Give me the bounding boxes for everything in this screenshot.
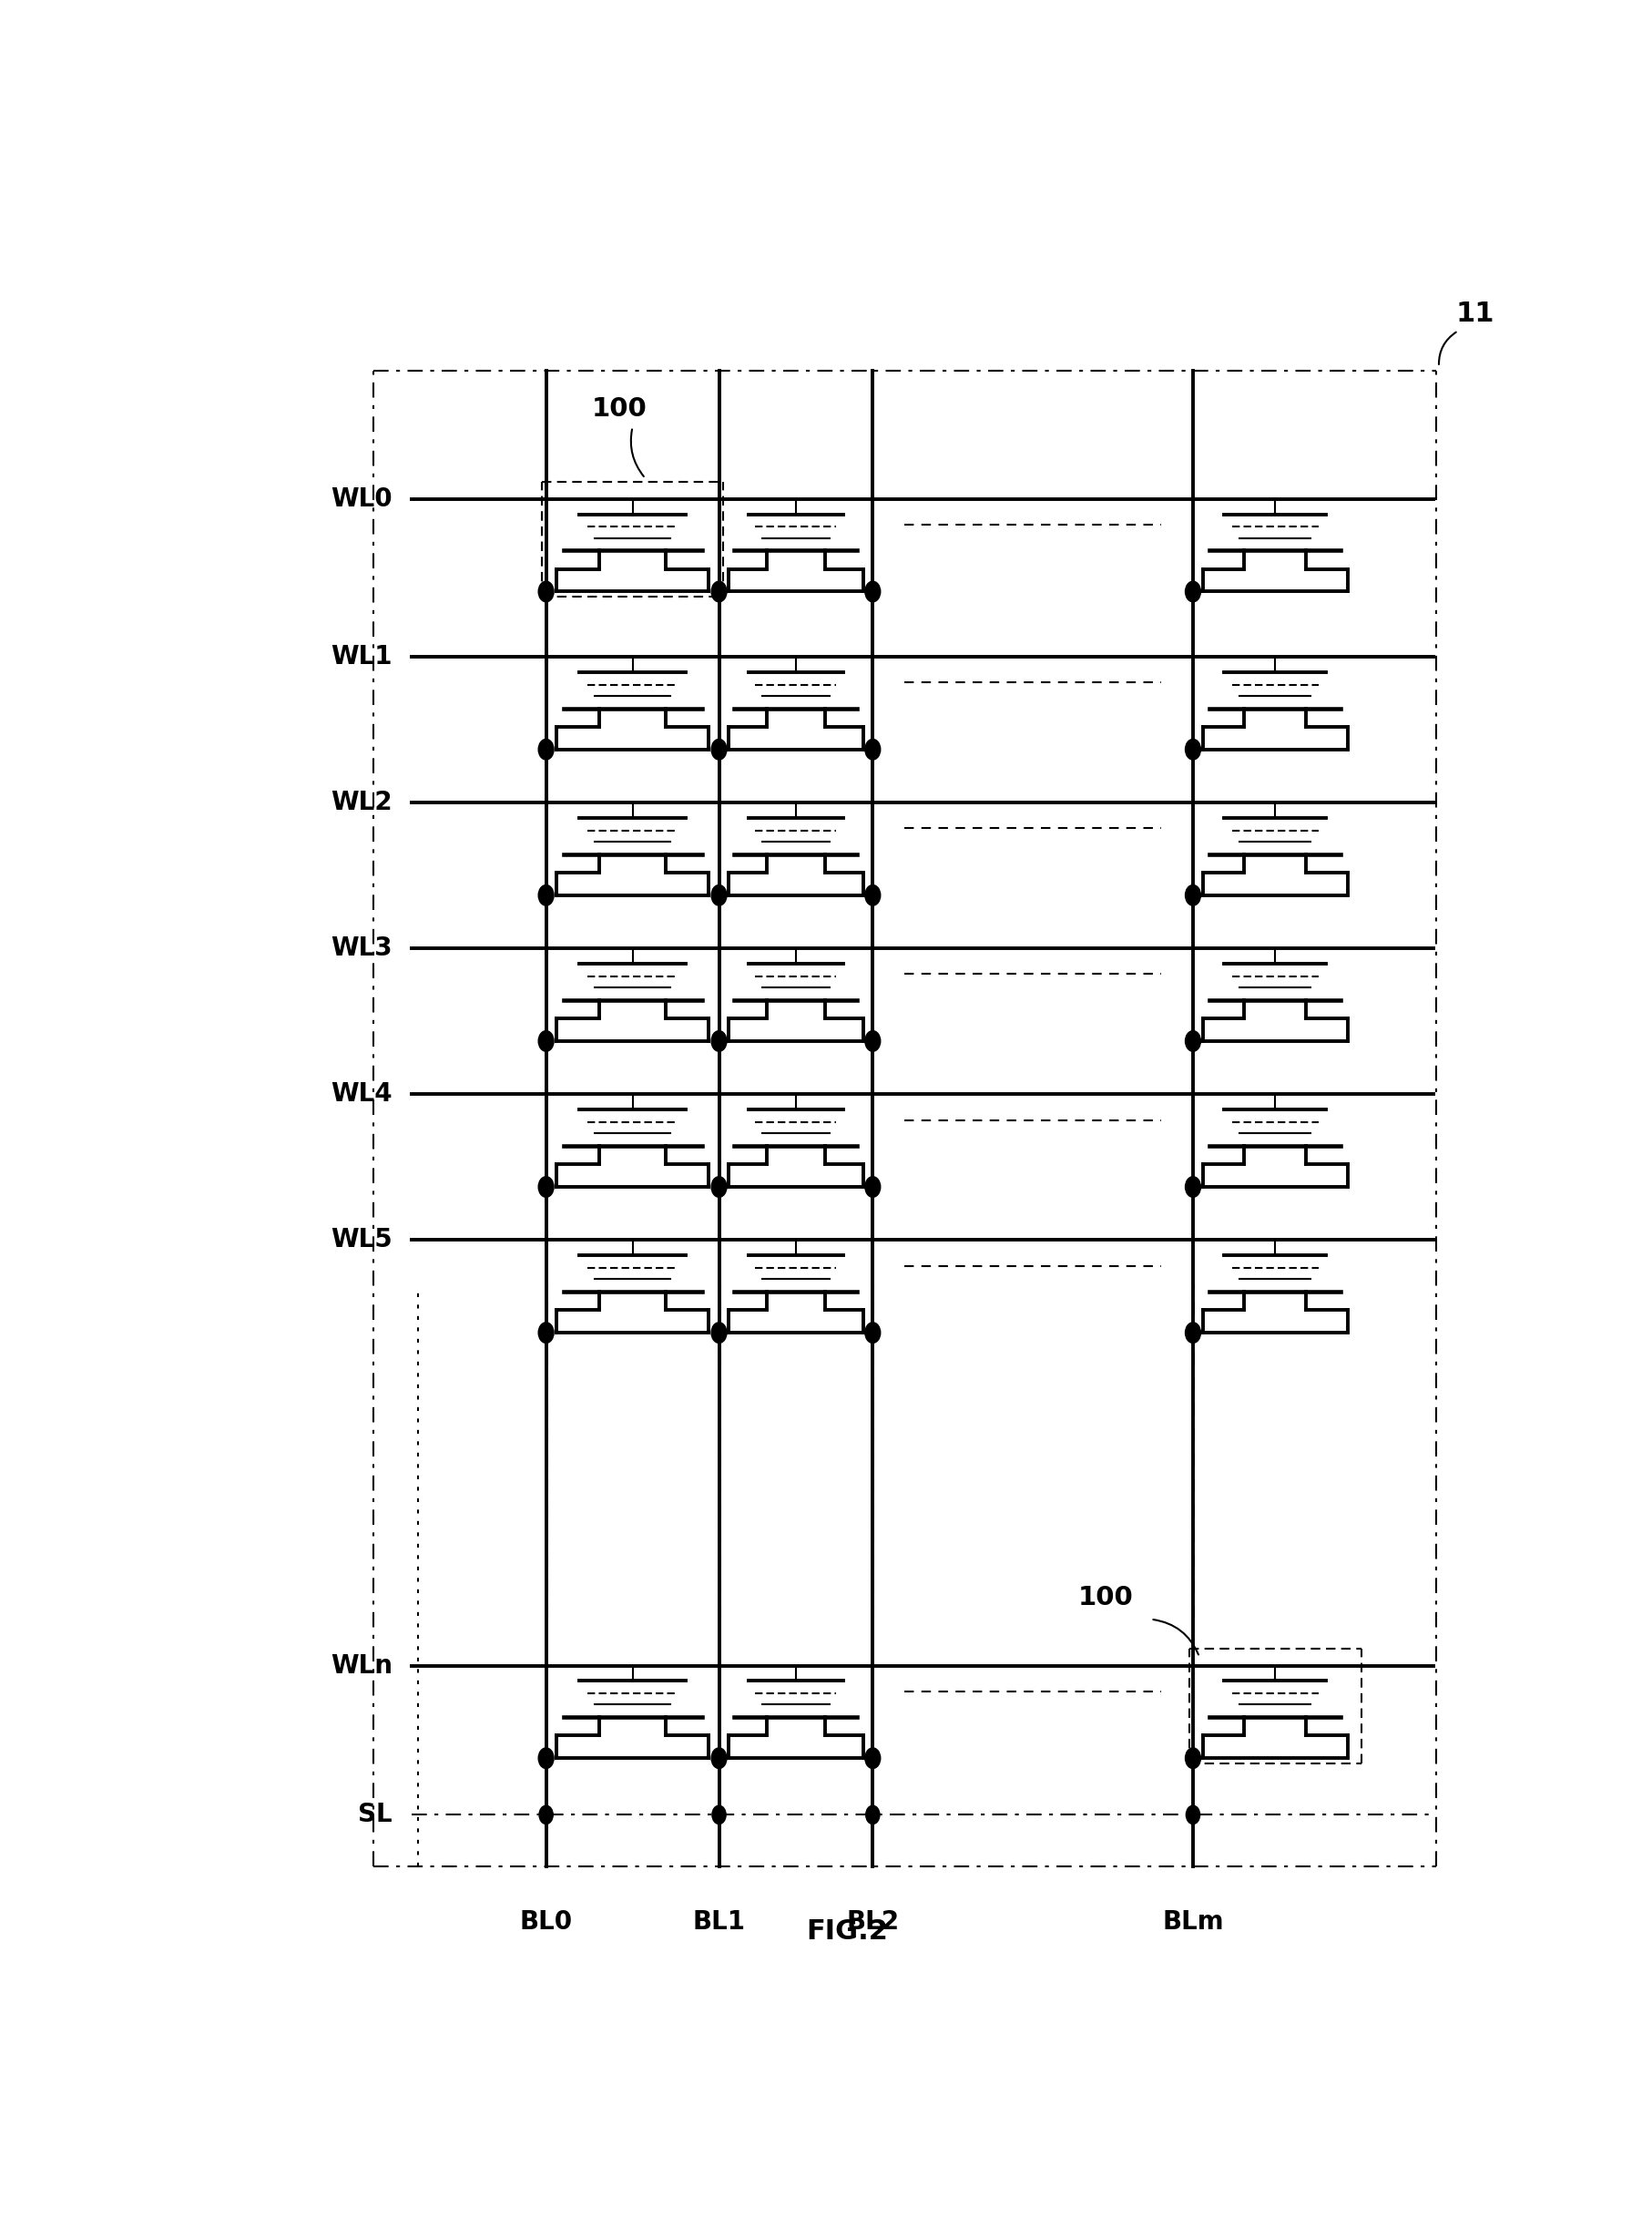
Circle shape <box>864 1176 881 1196</box>
Text: FIG.2: FIG.2 <box>806 1918 887 1945</box>
Circle shape <box>712 1805 725 1825</box>
Circle shape <box>539 1749 553 1769</box>
Circle shape <box>539 1032 553 1052</box>
Circle shape <box>710 1176 727 1196</box>
Text: WL2: WL2 <box>330 791 392 815</box>
Text: SL: SL <box>358 1802 392 1827</box>
Circle shape <box>710 1032 727 1052</box>
Text: BL1: BL1 <box>692 1909 745 1934</box>
Circle shape <box>1184 885 1199 905</box>
Circle shape <box>539 1176 553 1196</box>
Circle shape <box>1186 1805 1199 1825</box>
Circle shape <box>864 885 881 905</box>
Text: WL1: WL1 <box>330 644 392 671</box>
Circle shape <box>539 1323 553 1343</box>
Circle shape <box>539 1805 553 1825</box>
Text: WL3: WL3 <box>330 936 392 960</box>
Circle shape <box>710 582 727 602</box>
Circle shape <box>1184 1323 1199 1343</box>
Text: BL2: BL2 <box>846 1909 899 1934</box>
Circle shape <box>710 1323 727 1343</box>
Circle shape <box>1184 1032 1199 1052</box>
Circle shape <box>710 740 727 760</box>
Text: WL4: WL4 <box>330 1081 392 1107</box>
Circle shape <box>539 885 553 905</box>
Circle shape <box>866 1805 879 1825</box>
Circle shape <box>1184 1176 1199 1196</box>
Text: BL0: BL0 <box>519 1909 572 1934</box>
Circle shape <box>864 1749 881 1769</box>
Circle shape <box>710 1749 727 1769</box>
Circle shape <box>1184 582 1199 602</box>
Circle shape <box>1184 740 1199 760</box>
Circle shape <box>864 740 881 760</box>
Circle shape <box>539 740 553 760</box>
Circle shape <box>539 582 553 602</box>
Text: BLm: BLm <box>1161 1909 1222 1934</box>
Text: WLn: WLn <box>330 1653 392 1678</box>
Text: 11: 11 <box>1455 301 1493 328</box>
Circle shape <box>864 1323 881 1343</box>
Text: 100: 100 <box>591 397 648 421</box>
Text: 100: 100 <box>1077 1584 1133 1611</box>
Circle shape <box>864 1032 881 1052</box>
Circle shape <box>864 582 881 602</box>
Text: WL0: WL0 <box>330 486 392 512</box>
Text: WL5: WL5 <box>330 1228 392 1252</box>
Circle shape <box>710 885 727 905</box>
Circle shape <box>1184 1749 1199 1769</box>
